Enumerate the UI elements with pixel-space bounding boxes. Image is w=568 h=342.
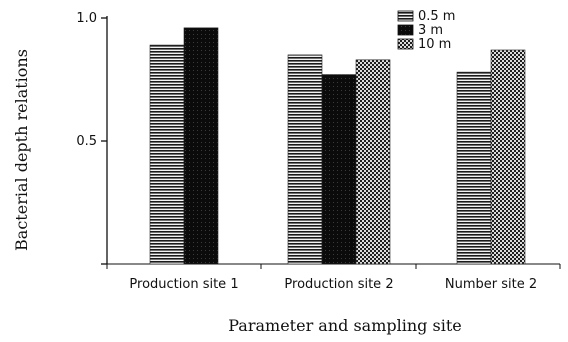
bar-3-m-1 (183, 27, 219, 265)
y-tick-label: 0.5 (76, 134, 97, 149)
x-axis-title: Parameter and sampling site (228, 316, 461, 335)
x-category-label: Production site 1 (129, 277, 238, 292)
legend-label: 3 m (418, 23, 443, 38)
legend-swatch (397, 38, 414, 50)
bar-10-m-2 (355, 59, 391, 265)
x-category-label: Production site 2 (284, 277, 393, 292)
y-tick-label: 1.0 (76, 11, 97, 26)
bar-10-m-3 (490, 49, 526, 265)
plot-area: 0.5 1.0 Production site 1 Production site 2… (76, 11, 561, 292)
legend-label: 10 m (418, 37, 451, 52)
legend: 0.5 m3 m10 m (397, 9, 455, 52)
y-axis-title: Bacterial depth relations (12, 49, 31, 251)
bar-0-5-m-2 (287, 54, 323, 265)
bar-0-5-m-1 (149, 44, 185, 265)
bar-3-m-2 (321, 74, 357, 265)
legend-label: 0.5 m (418, 9, 455, 24)
legend-swatch (397, 10, 414, 22)
legend-swatch (397, 24, 414, 36)
bar-0-5-m-3 (456, 71, 492, 265)
x-category-label: Number site 2 (445, 277, 537, 292)
